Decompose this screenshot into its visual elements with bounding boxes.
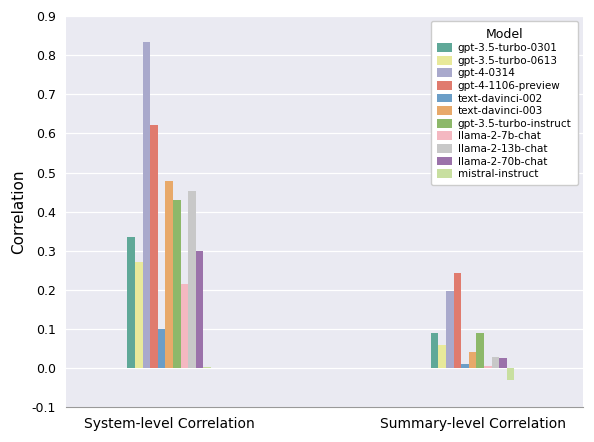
Bar xyxy=(484,366,491,368)
Y-axis label: Correlation: Correlation xyxy=(11,169,26,254)
Bar xyxy=(165,181,173,368)
Legend: gpt-3.5-turbo-0301, gpt-3.5-turbo-0613, gpt-4-0314, gpt-4-1106-preview, text-dav: gpt-3.5-turbo-0301, gpt-3.5-turbo-0613, … xyxy=(431,21,578,186)
Bar xyxy=(173,200,181,368)
Bar xyxy=(507,368,514,380)
Bar xyxy=(143,42,150,368)
Bar xyxy=(461,364,469,368)
Bar xyxy=(196,251,203,368)
Bar xyxy=(203,367,211,368)
Bar xyxy=(150,125,158,368)
Bar xyxy=(454,273,461,368)
Bar xyxy=(446,291,454,368)
Bar xyxy=(431,333,438,368)
Bar xyxy=(135,263,143,368)
Bar xyxy=(128,237,135,368)
Bar xyxy=(158,329,165,368)
Bar xyxy=(499,358,507,368)
Bar xyxy=(476,333,484,368)
Bar xyxy=(188,191,196,368)
Bar xyxy=(438,345,446,368)
Bar xyxy=(181,284,188,368)
Bar xyxy=(491,357,499,368)
Bar xyxy=(469,352,476,368)
